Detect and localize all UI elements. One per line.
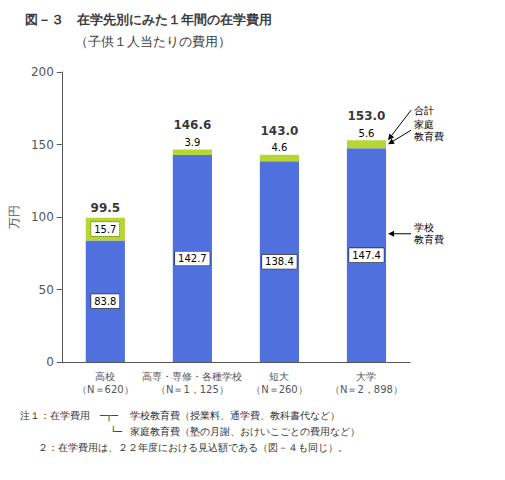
svg-text:（N＝2，898）: （N＝2，898）: [330, 384, 403, 395]
svg-text:─┬─: ─┬─: [99, 410, 119, 422]
svg-text:99.5: 99.5: [91, 201, 121, 215]
svg-text:学校教育費（授業料、通学費、教科書代など）: 学校教育費（授業料、通学費、教科書代など）: [130, 410, 340, 421]
svg-text:家庭: 家庭: [414, 119, 434, 130]
svg-text:教育費: 教育費: [414, 131, 444, 142]
svg-text:147.4: 147.4: [352, 250, 381, 261]
svg-text:万円: 万円: [7, 205, 21, 229]
svg-text:大学: 大学: [356, 371, 376, 382]
svg-text:0: 0: [46, 355, 54, 369]
svg-text:（N＝620）: （N＝620）: [77, 384, 134, 395]
svg-text:143.0: 143.0: [260, 124, 298, 138]
svg-text:高専・専修・各種学校: 高専・専修・各種学校: [142, 371, 242, 382]
svg-text:短大: 短大: [269, 371, 289, 382]
svg-text:200: 200: [31, 65, 54, 79]
svg-text:138.4: 138.4: [265, 256, 294, 267]
svg-text:3.9: 3.9: [184, 137, 200, 148]
svg-text:図－３ 在学先別にみた１年間の在学費用: 図－３ 在学先別にみた１年間の在学費用: [25, 12, 272, 27]
svg-text:15.7: 15.7: [94, 224, 116, 235]
svg-text:100: 100: [31, 210, 54, 224]
svg-text:２：在学費用は、２２年度における見込額である（図－４も同じ）: ２：在学費用は、２２年度における見込額である（図－４も同じ）。: [28, 442, 348, 453]
svg-text:83.8: 83.8: [94, 296, 116, 307]
svg-text:└─: └─: [100, 425, 123, 437]
svg-text:150: 150: [31, 138, 54, 152]
svg-text:注１：在学費用: 注１：在学費用: [20, 410, 90, 421]
svg-text:教育費: 教育費: [414, 234, 444, 245]
svg-text:家庭教育費（塾の月謝、おけいこごとの費用など）: 家庭教育費（塾の月謝、おけいこごとの費用など）: [130, 426, 360, 437]
svg-text:142.7: 142.7: [178, 253, 207, 264]
svg-text:（N＝1，125）: （N＝1，125）: [156, 384, 229, 395]
svg-text:4.6: 4.6: [271, 142, 287, 153]
svg-text:146.6: 146.6: [173, 118, 211, 132]
svg-text:高校: 高校: [95, 371, 115, 382]
svg-text:学校: 学校: [414, 222, 434, 233]
svg-text:合計: 合計: [414, 105, 434, 116]
svg-text:5.6: 5.6: [359, 128, 375, 139]
svg-text:50: 50: [39, 283, 54, 297]
svg-text:（N＝260）: （N＝260）: [251, 384, 308, 395]
svg-text:（子供１人当たりの費用）: （子供１人当たりの費用）: [75, 34, 231, 49]
svg-text:153.0: 153.0: [347, 109, 385, 123]
